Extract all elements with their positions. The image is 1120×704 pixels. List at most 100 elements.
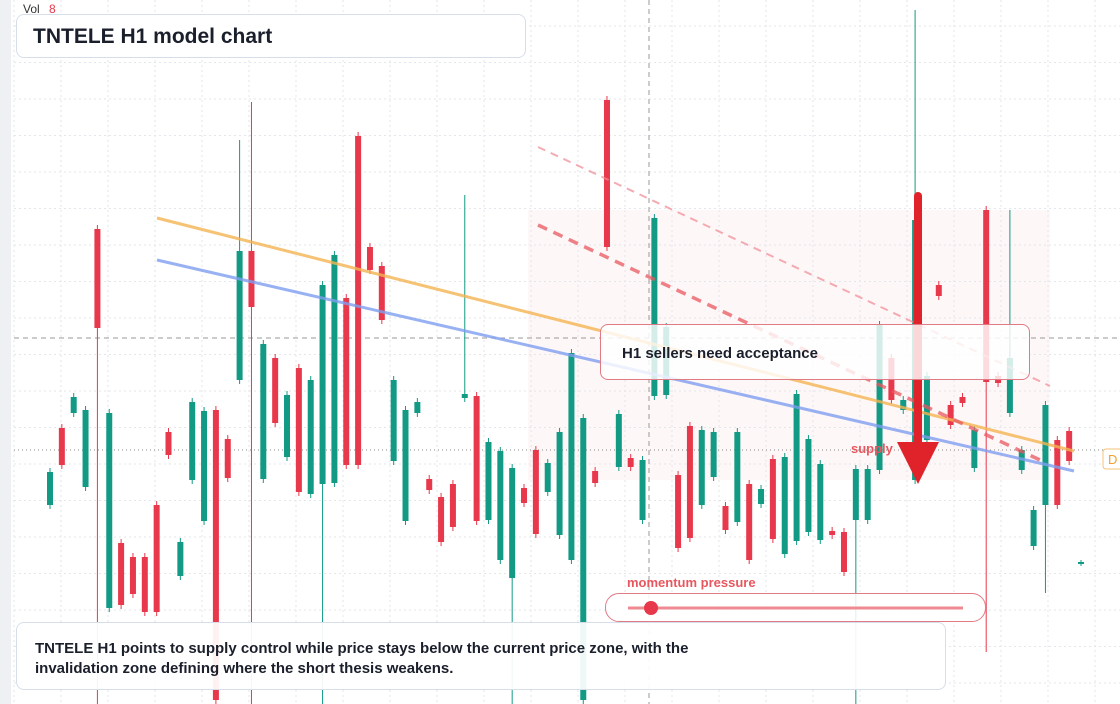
arrow-head [897,442,939,484]
candle-body [201,411,208,521]
candle-body [651,218,658,396]
meter-knob [644,601,658,615]
volume-label: Vol [23,2,40,16]
candle-body [840,532,847,572]
candle-body [603,100,610,247]
momentum-meter [605,593,986,622]
volume-value: 8 [49,2,56,16]
candle-body [189,402,196,480]
candle-body [58,428,65,465]
title: TNTELE H1 model chart [33,25,273,48]
candle-body [746,484,753,560]
candle-body [698,430,705,505]
candle-body [852,469,859,520]
candle-body [236,251,243,380]
edge-label: D [1108,452,1117,467]
candle-body [272,358,279,423]
candle-body [947,405,954,425]
candle-body [1030,510,1037,546]
candle-body [1066,431,1073,461]
candle-body [118,543,125,605]
candle-body [343,298,350,465]
candle-body [876,325,883,470]
candle-body [260,344,267,479]
channel-upper [537,146,1051,387]
candle-body [556,432,563,535]
candle-body [758,489,765,504]
candle-body [521,488,528,503]
candle-body [153,505,160,612]
candle-body [1006,358,1013,413]
candle-body [580,418,587,700]
candle-body [1078,562,1084,564]
left-edge [0,0,11,704]
candle-body [355,136,362,465]
candle-body [378,266,385,320]
candle-body [47,472,53,505]
candle-body [864,469,871,520]
candle-body [485,442,492,520]
candle-body [817,464,824,540]
meter-track [628,601,963,615]
candle-body [568,353,575,560]
candle-body [129,557,136,594]
candle-body [402,410,409,521]
candle-body [734,432,741,522]
candle-body [331,255,338,483]
candle-body [426,479,433,490]
candle-body [959,397,966,403]
candle-body [438,497,445,542]
title-box: TNTELE H1 model chart [16,14,526,58]
candle-body [983,210,990,382]
candle-body [141,557,148,612]
zone-label: supply [851,441,894,456]
candle-body [627,458,634,467]
candle-body [82,410,89,487]
candle-body [532,450,539,534]
candle-body [675,475,682,548]
candle-body [449,484,456,527]
candle-body [224,439,231,478]
candle-body [769,459,776,539]
candle-body [473,396,480,521]
candle-body [793,394,800,541]
candle-body [1042,405,1049,505]
caption-box: TNTELE H1 points to supply control while… [16,622,946,690]
candle-body [390,380,397,461]
candle-body [805,439,812,532]
candle-body [366,247,373,270]
edge-tag [1102,448,1120,470]
caption: TNTELE H1 points to supply control while… [35,640,689,677]
candle-body [284,395,291,457]
annotation-box: H1 sellers need acceptance [600,324,1030,380]
candle-body [615,414,622,467]
candle-body [686,426,693,538]
candle-body [106,413,113,608]
candle-body [935,285,942,296]
annotation: H1 sellers need acceptance [622,345,818,362]
candle-body [639,460,646,520]
candle-body [70,397,77,413]
candle-body [177,542,184,576]
candle-body [781,457,788,554]
candle-body [509,468,516,578]
candle-body [295,368,302,492]
candle-body [414,402,421,413]
meter-label: momentum pressure [627,575,756,590]
candle-body [248,251,255,307]
candle-body [94,229,101,328]
candle-body [829,531,836,535]
candle-body [461,394,468,398]
candle-body [722,506,729,530]
candle-body [165,432,172,455]
candle-body [319,285,326,484]
candle-body [1054,440,1061,505]
candle-body [592,471,599,483]
candle-body [307,380,314,494]
candle-body [900,400,907,410]
candle-body [544,463,551,492]
candle-body [710,432,717,477]
candle-body [212,410,219,700]
candle-body [497,451,504,560]
